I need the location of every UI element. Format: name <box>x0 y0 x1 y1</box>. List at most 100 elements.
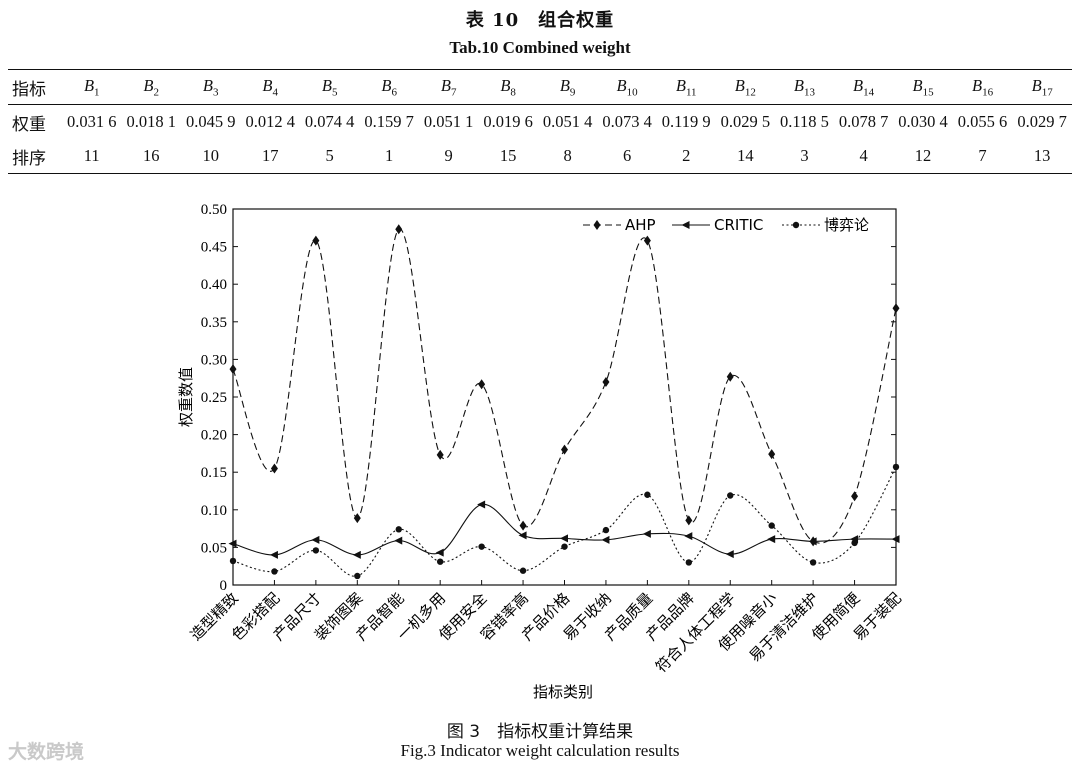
data-point <box>312 547 320 554</box>
y-tick-label: 0.30 <box>201 352 227 368</box>
legend-label: AHP <box>625 216 656 234</box>
figure-title-cn: 图 3 指标权重计算结果 <box>446 722 634 742</box>
table-cell: 10 <box>180 139 241 174</box>
table-cell: 0.012 4 <box>245 112 295 131</box>
table-cell: 2 <box>656 139 716 174</box>
column-subscript: 10 <box>626 86 638 99</box>
data-point <box>353 513 361 524</box>
data-point <box>891 535 900 544</box>
data-point <box>685 559 693 566</box>
data-point <box>395 526 402 533</box>
table-cell: 0.118 5 <box>780 112 829 131</box>
column-header-b13: B13 <box>775 69 834 105</box>
data-point <box>768 522 775 529</box>
data-point <box>808 537 817 546</box>
data-point <box>269 550 278 559</box>
column-letter: B13 <box>793 75 815 99</box>
column-subscript: 11 <box>685 86 697 99</box>
data-point <box>394 536 403 545</box>
chart-axes: 0 0.05 0.10 0.15 0.20 0.25 0.30 0.35 0.40 0.45 0.5… <box>187 202 905 676</box>
table-cell: 4 <box>833 139 894 174</box>
y-tick-label: 0.45 <box>201 240 227 256</box>
column-subscript: 16 <box>982 86 994 99</box>
table-cell: 0.029 5 <box>720 112 771 131</box>
y-tick-label: 0.40 <box>201 277 227 293</box>
column-subscript: 2 <box>153 86 160 99</box>
y-tick-label: 0.35 <box>201 315 227 331</box>
data-point <box>642 529 651 538</box>
column-subscript: 7 <box>450 86 457 99</box>
y-tick-label: 0.10 <box>201 503 227 519</box>
table-cell: 11 <box>62 139 122 174</box>
chart-legend: AHP CRITIC 博弈论 <box>583 216 869 234</box>
column-header-b1: B1 <box>62 69 122 105</box>
data-point <box>851 539 858 547</box>
column-header-b6: B6 <box>359 69 419 105</box>
table-cell: 12 <box>893 139 953 174</box>
table-title-cn: 表 10 组合权重 <box>465 10 615 31</box>
data-point <box>477 500 486 509</box>
data-point <box>768 449 776 460</box>
data-point <box>726 371 734 382</box>
table-cell: 0.074 4 <box>304 112 355 131</box>
column-letter: B14 <box>853 75 875 99</box>
column-letter: B10 <box>616 75 638 99</box>
column-subscript: 1 <box>94 86 100 99</box>
legend-label: CRITIC <box>714 216 763 234</box>
column-subscript: 6 <box>391 86 397 99</box>
column-header-b14: B14 <box>833 69 894 105</box>
column-letter: B12 <box>734 75 756 99</box>
watermark-logo: 大数跨境 <box>8 741 85 763</box>
table-cell: 17 <box>240 139 300 174</box>
column-subscript: 4 <box>272 86 278 99</box>
data-point <box>270 463 278 474</box>
data-point <box>643 235 651 246</box>
data-point <box>851 491 859 502</box>
column-header-b4: B4 <box>240 69 300 105</box>
column-letter: B15 <box>912 75 934 99</box>
table-header-row: 指标 B1 B2 B3 B4 B5 B6 B7 B8 B9 B10 B11 B12 B13 B14 B15 B… <box>8 69 1072 105</box>
column-subscript: 3 <box>213 86 219 99</box>
column-letter: B4 <box>262 75 278 99</box>
x-axis-label: 指标类别 <box>533 683 593 701</box>
column-header-b2: B2 <box>121 69 181 105</box>
table-cell: 1 <box>359 139 419 174</box>
table-row-rank: 排序 11 16 10 17 5 1 9 15 8 6 2 14 3 4 12 7 13 <box>8 139 1072 174</box>
column-letter: B9 <box>559 75 576 99</box>
table-cell: 14 <box>715 139 776 174</box>
column-letter: B11 <box>675 75 697 99</box>
table-cell: 0.019 6 <box>483 112 533 131</box>
table-cell: 0.018 1 <box>126 112 176 131</box>
data-point <box>478 543 485 550</box>
table-cell: 0.031 6 <box>66 112 117 131</box>
table-cell: 0.073 4 <box>602 112 652 131</box>
column-subscript: 13 <box>804 86 815 99</box>
data-point <box>725 550 734 559</box>
column-letter: B1 <box>83 75 100 99</box>
data-point <box>644 491 651 498</box>
data-point <box>892 303 900 314</box>
data-point <box>271 568 278 575</box>
data-point <box>727 492 734 499</box>
data-point <box>352 550 361 559</box>
column-header-b5: B5 <box>299 69 360 105</box>
data-point <box>312 235 320 246</box>
column-letter: B16 <box>971 75 994 99</box>
table-title-en: Tab.10 Combined weight <box>449 38 631 57</box>
data-point <box>436 558 444 565</box>
data-point <box>561 444 568 455</box>
y-tick-label: 0 <box>220 578 228 594</box>
table-cell: 13 <box>1012 139 1072 174</box>
y-axis-label: 权重数值 <box>177 367 195 427</box>
column-header-b17: B17 <box>1012 69 1072 105</box>
column-subscript: 14 <box>863 86 875 99</box>
table-cell: 0.078 7 <box>838 112 889 131</box>
table-cell: 0.045 9 <box>185 112 236 131</box>
table-row-weight: 权重 0.031 6 0.018 1 0.045 9 0.012 4 0.074 4 0.… <box>8 105 1072 140</box>
header-label: 指标 <box>8 69 62 105</box>
table-cell: 16 <box>121 139 181 174</box>
column-letter: B7 <box>440 75 457 99</box>
table-cell: 0.119 9 <box>661 112 711 131</box>
column-subscript: 5 <box>331 86 338 99</box>
